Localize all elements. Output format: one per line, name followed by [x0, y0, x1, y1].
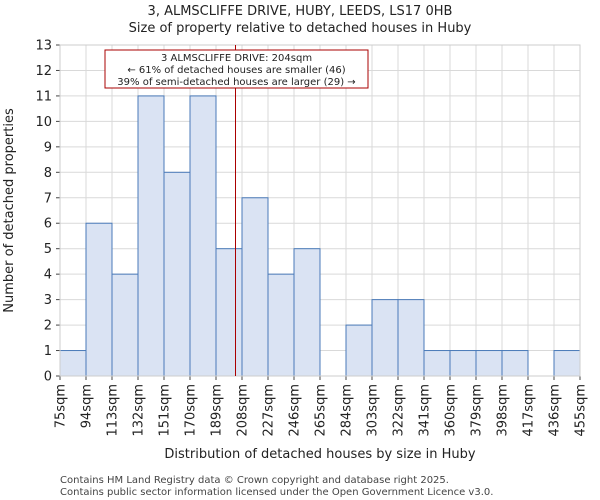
y-tick-label: 9 [44, 140, 52, 155]
annotation-box: 3 ALMSCLIFFE DRIVE: 204sqm ← 61% of deta… [104, 49, 369, 89]
annotation-line-3: 39% of semi-detached houses are larger (… [117, 77, 355, 88]
bar [423, 350, 451, 377]
y-tick-label: 1 [44, 344, 52, 359]
annotation-line-1: 3 ALMSCLIFFE DRIVE: 204sqm [161, 53, 312, 64]
bar [501, 350, 529, 377]
bar [293, 248, 321, 377]
bar [111, 273, 139, 377]
y-tick-label: 12 [35, 64, 52, 79]
x-axis-ticks: 75sqm 94sqm 113sqm 132sqm 151sqm 170sqm 189sqm… [54, 376, 589, 437]
y-tick-label: 3 [44, 293, 52, 308]
x-tick-label: 455sqm [574, 384, 589, 437]
x-tick-label: 398sqm [496, 384, 511, 437]
y-tick-label: 7 [44, 191, 52, 206]
x-tick-label: 265sqm [314, 384, 329, 437]
y-tick-label: 13 [35, 39, 52, 54]
bar [59, 350, 87, 377]
y-tick-label: 0 [44, 370, 52, 385]
y-tick-label: 2 [44, 319, 52, 334]
bar [215, 248, 243, 377]
bar [189, 95, 217, 377]
chart-title: 3, ALMSCLIFFE DRIVE, HUBY, LEEDS, LS17 0… [148, 4, 453, 19]
annotation-line-2: ← 61% of detached houses are smaller (46… [127, 65, 345, 76]
footer-line-1: Contains HM Land Registry data © Crown c… [60, 475, 449, 486]
x-tick-label: 436sqm [548, 384, 563, 437]
x-tick-label: 113sqm [106, 384, 121, 437]
x-tick-label: 189sqm [210, 384, 225, 437]
bar [267, 273, 295, 377]
y-tick-label: 10 [35, 115, 52, 130]
x-tick-label: 246sqm [288, 384, 303, 437]
x-tick-label: 303sqm [366, 384, 381, 437]
x-tick-label: 341sqm [418, 384, 433, 437]
y-tick-label: 6 [44, 217, 52, 232]
y-tick-label: 8 [44, 166, 52, 181]
bar [397, 299, 425, 377]
chart-subtitle: Size of property relative to detached ho… [129, 21, 472, 36]
bar [475, 350, 503, 377]
bar [371, 299, 399, 377]
y-axis-label: Number of detached properties [2, 108, 17, 313]
bar [241, 197, 269, 377]
y-tick-label: 5 [44, 242, 52, 257]
x-tick-label: 170sqm [184, 384, 199, 437]
x-tick-label: 417sqm [522, 384, 537, 437]
x-axis-label: Distribution of detached houses by size … [164, 447, 475, 462]
x-tick-label: 208sqm [236, 384, 251, 437]
bar [449, 350, 477, 377]
x-tick-label: 284sqm [340, 384, 355, 437]
bar [553, 350, 581, 377]
bars [59, 95, 581, 377]
x-tick-label: 379sqm [470, 384, 485, 437]
y-tick-label: 11 [35, 89, 52, 104]
x-tick-label: 322sqm [392, 384, 407, 437]
x-tick-label: 132sqm [132, 384, 147, 437]
bar [137, 95, 165, 377]
x-tick-label: 75sqm [54, 384, 69, 428]
x-tick-label: 227sqm [262, 384, 277, 437]
annotation-frame [104, 49, 369, 89]
bar [85, 222, 113, 377]
x-tick-label: 94sqm [80, 384, 95, 428]
x-tick-label: 151sqm [158, 384, 173, 437]
y-tick-label: 4 [44, 268, 52, 283]
plot-frame [59, 44, 581, 377]
x-tick-label: 360sqm [444, 384, 459, 437]
bar [163, 171, 191, 377]
bar [345, 324, 373, 377]
footer-line-2: Contains public sector information licen… [60, 487, 493, 498]
